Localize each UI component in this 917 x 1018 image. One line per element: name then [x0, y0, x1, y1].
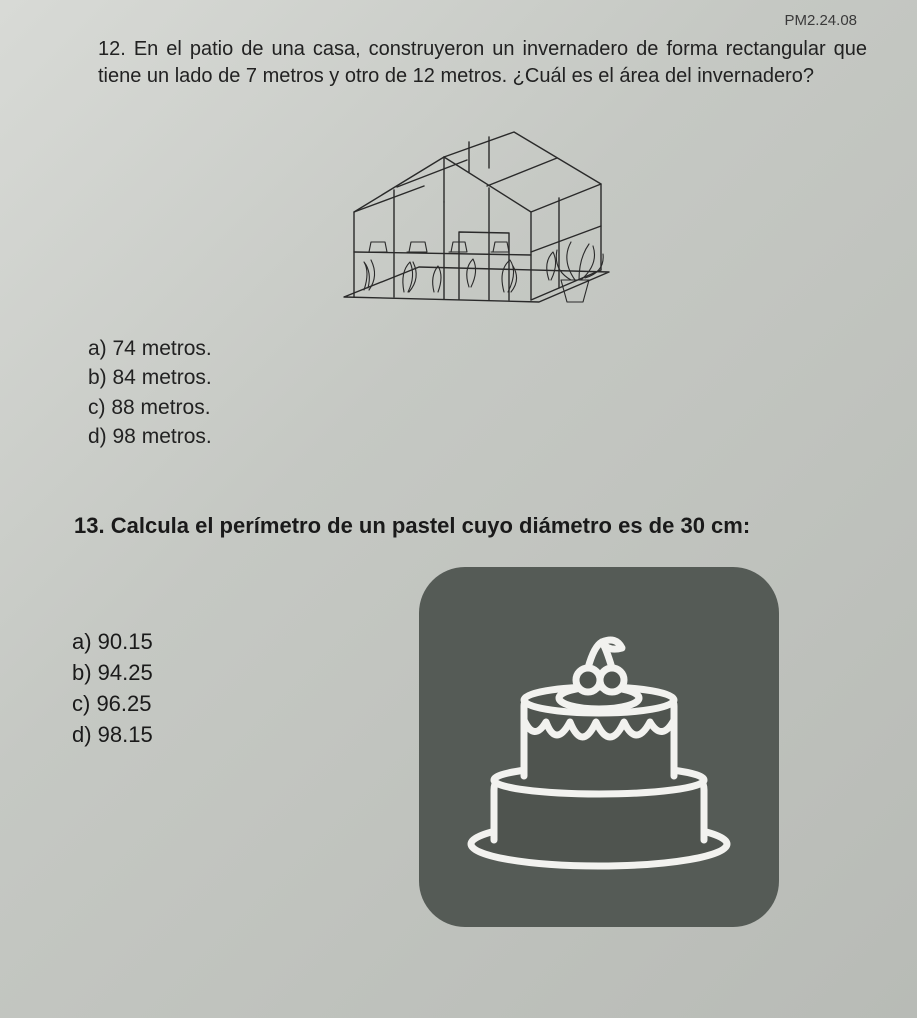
question-12-body: En el patio de una casa, construyeron un… [98, 38, 867, 87]
option-13c: c) 96.25 [72, 689, 320, 720]
option-12b: b) 84 metros. [88, 364, 877, 392]
question-12-options: a) 74 metros. b) 84 metros. c) 88 metros… [70, 335, 877, 451]
question-13-body: Calcula el perímetro de un pastel cuyo d… [111, 513, 750, 538]
question-13-number: 13. [74, 513, 105, 538]
question-12-number: 12. [98, 38, 126, 60]
question-13-text: 13. Calcula el perímetro de un pastel cu… [70, 513, 877, 539]
page-code: PM2.24.08 [784, 12, 857, 29]
option-13d: d) 98.15 [72, 720, 320, 751]
option-12d: d) 98 metros. [88, 423, 877, 451]
cake-card [419, 567, 779, 927]
option-13b: b) 94.25 [72, 658, 320, 689]
question-12-text: 12. En el patio de una casa, construyero… [70, 36, 877, 90]
cake-figure [320, 567, 877, 927]
option-12a: a) 74 metros. [88, 335, 877, 363]
question-13-options: a) 90.15 b) 94.25 c) 96.25 d) 98.15 [70, 567, 320, 750]
cake-icon [454, 602, 744, 892]
greenhouse-figure [70, 102, 877, 317]
option-13a: a) 90.15 [72, 627, 320, 658]
option-12c: c) 88 metros. [88, 394, 877, 422]
greenhouse-icon [309, 102, 639, 317]
